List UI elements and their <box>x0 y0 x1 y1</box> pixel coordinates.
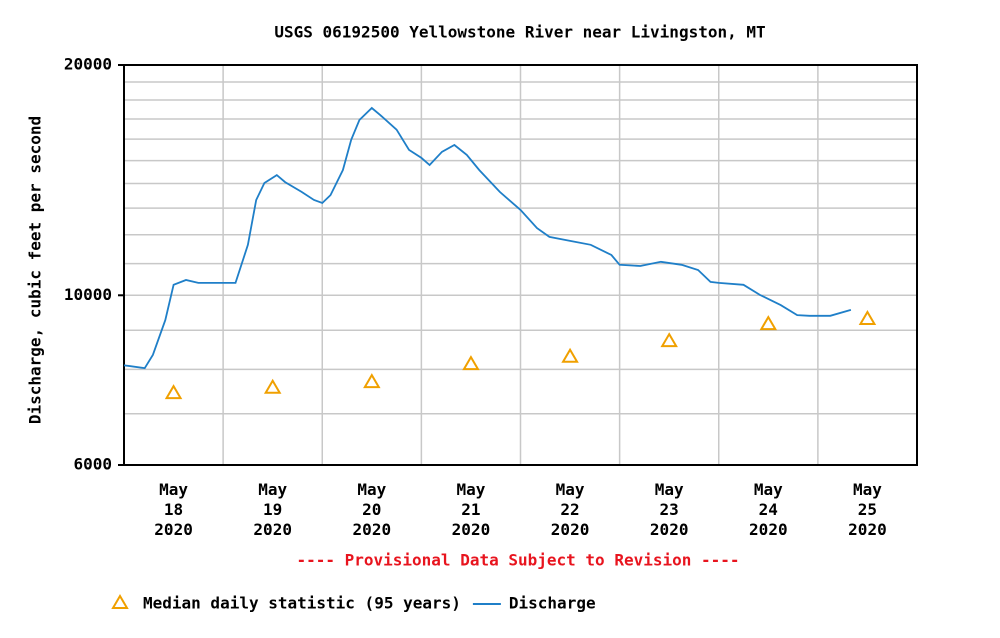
discharge-line <box>123 106 852 370</box>
x-tick-label: May 22 2020 <box>551 480 590 539</box>
median-marker <box>363 373 381 389</box>
x-tick-label: May 23 2020 <box>650 480 689 539</box>
x-tick-label: May 19 2020 <box>253 480 292 539</box>
median-marker <box>164 384 183 400</box>
median-marker <box>561 347 579 363</box>
x-tick-label: May 24 2020 <box>749 480 788 539</box>
y-tick-label: 10000 <box>64 285 112 304</box>
median-marker <box>660 332 678 348</box>
x-tick-label-text: May 21 2020 <box>452 480 491 539</box>
x-tick-label: May 21 2020 <box>452 480 491 539</box>
x-tick-label-text: May 25 2020 <box>848 480 887 539</box>
y-tick-label: 6000 <box>73 455 112 474</box>
x-tick-label-text: May 18 2020 <box>154 480 193 539</box>
provisional-note: ---- Provisional Data Subject to Revisio… <box>296 551 739 570</box>
chart-title: USGS 06192500 Yellowstone River near Liv… <box>274 23 765 42</box>
median-marker <box>858 310 877 326</box>
y-tick-label: 20000 <box>64 55 112 74</box>
median-marker <box>263 378 282 394</box>
x-tick-label: May 25 2020 <box>848 480 887 539</box>
x-tick-label: May 18 2020 <box>154 480 193 539</box>
median-marker <box>759 315 778 331</box>
x-tick-label-text: May 24 2020 <box>749 480 788 539</box>
y-axis-label: Discharge, cubic feet per second <box>26 116 45 424</box>
legend-label: Median daily statistic (95 years) <box>143 594 461 613</box>
legend-label: Discharge <box>509 594 596 613</box>
legend-marker <box>111 594 129 609</box>
plot-frame <box>123 64 918 466</box>
x-tick-label-text: May 22 2020 <box>551 480 590 539</box>
x-tick-label-text: May 20 2020 <box>353 480 392 539</box>
median-marker <box>462 355 480 371</box>
x-tick-label-text: May 23 2020 <box>650 480 689 539</box>
x-tick-label: May 20 2020 <box>353 480 392 539</box>
x-tick-label-text: May 19 2020 <box>253 480 292 539</box>
